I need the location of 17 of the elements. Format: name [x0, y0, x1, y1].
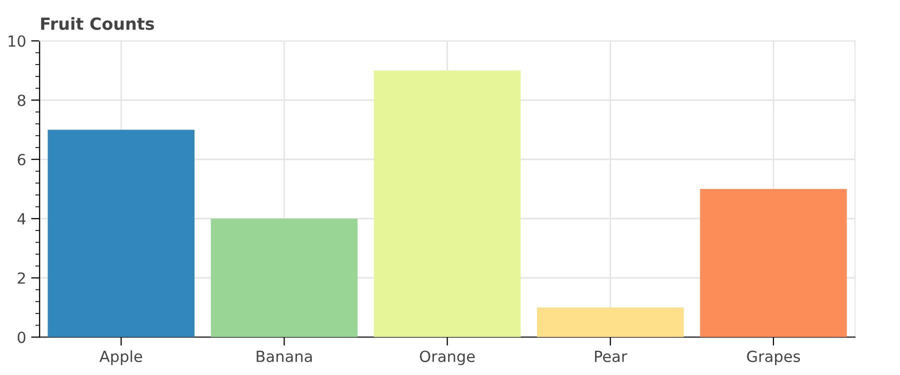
chart-title: Fruit Counts [41, 17, 154, 30]
bar [210, 218, 358, 338]
y-tick-label: 6 [18, 154, 26, 166]
y-tick-label: 4 [17, 213, 26, 224]
bar [700, 189, 847, 338]
x-tick-label: Grapes [747, 350, 800, 366]
x-tick-label: Apple [100, 350, 142, 366]
x-tick-label: Banana [256, 350, 312, 362]
y-tick-label: 8 [18, 94, 26, 106]
y-tick-label: 10 [8, 35, 26, 47]
bar [374, 70, 521, 338]
y-tick-label: 2 [18, 272, 25, 284]
x-tick-label: Orange [420, 350, 475, 366]
bar [48, 130, 195, 338]
x-tick-label: Pear [595, 350, 628, 362]
y-tick-label: 0 [18, 332, 26, 344]
bar [536, 308, 684, 338]
